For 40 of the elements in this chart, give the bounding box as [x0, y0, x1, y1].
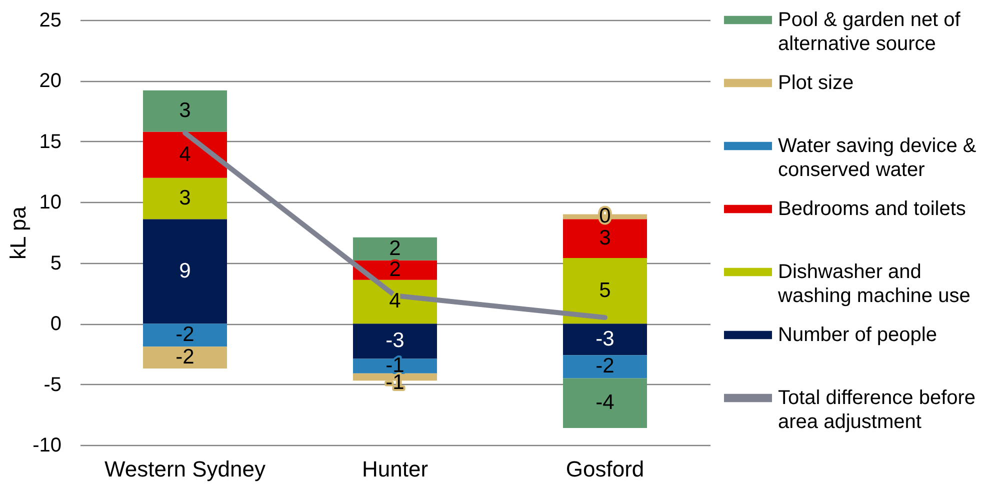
data-label: -3 — [386, 329, 404, 352]
y-tick-label: 20 — [39, 70, 62, 92]
bar — [143, 219, 227, 324]
data-label: -2 — [596, 354, 614, 378]
legend-label: Bedrooms and toilets — [778, 198, 966, 220]
x-tick-label: Hunter — [362, 456, 428, 482]
bar — [563, 258, 647, 324]
y-tick-label: -10 — [32, 434, 62, 456]
bar — [353, 324, 437, 359]
data-label: -3 — [596, 327, 614, 350]
data-label: 3 — [599, 226, 611, 250]
data-label: 5 — [599, 278, 611, 302]
bar — [563, 324, 647, 356]
y-tick-label: 10 — [39, 192, 62, 214]
legend-label: Plot size — [778, 72, 854, 94]
legend-label: Number of people — [778, 324, 937, 346]
bar — [143, 90, 227, 132]
legend-label: Dishwasher and washing machine use — [777, 261, 970, 307]
legend-label: Pool & garden net of alternative source — [778, 9, 961, 55]
data-label: 2 — [389, 258, 401, 282]
bar — [143, 178, 227, 220]
data-label: 3 — [179, 99, 191, 122]
y-tick-label: 15 — [39, 130, 62, 153]
data-label: 3 — [179, 186, 191, 210]
bar — [563, 378, 647, 428]
data-label: 9 — [179, 259, 191, 282]
data-label: 2 — [389, 236, 401, 260]
y-axis-title: kL pa — [6, 206, 31, 260]
y-tick-label: 5 — [50, 252, 62, 274]
legend-label: Total difference before area adjustment — [778, 387, 976, 433]
y-tick-label: 25 — [39, 10, 62, 32]
data-label: 4 — [179, 142, 192, 166]
data-label: -2 — [176, 346, 194, 369]
data-label: -2 — [176, 323, 194, 346]
x-tick-label: Gosford — [566, 456, 644, 482]
data-label: -4 — [596, 391, 615, 414]
y-tick-label: -5 — [44, 374, 62, 396]
y-tick-label: 0 — [50, 313, 62, 336]
x-tick-label: Western Sydney — [104, 456, 266, 482]
legend-label: Water saving device & conserved water — [778, 135, 977, 181]
